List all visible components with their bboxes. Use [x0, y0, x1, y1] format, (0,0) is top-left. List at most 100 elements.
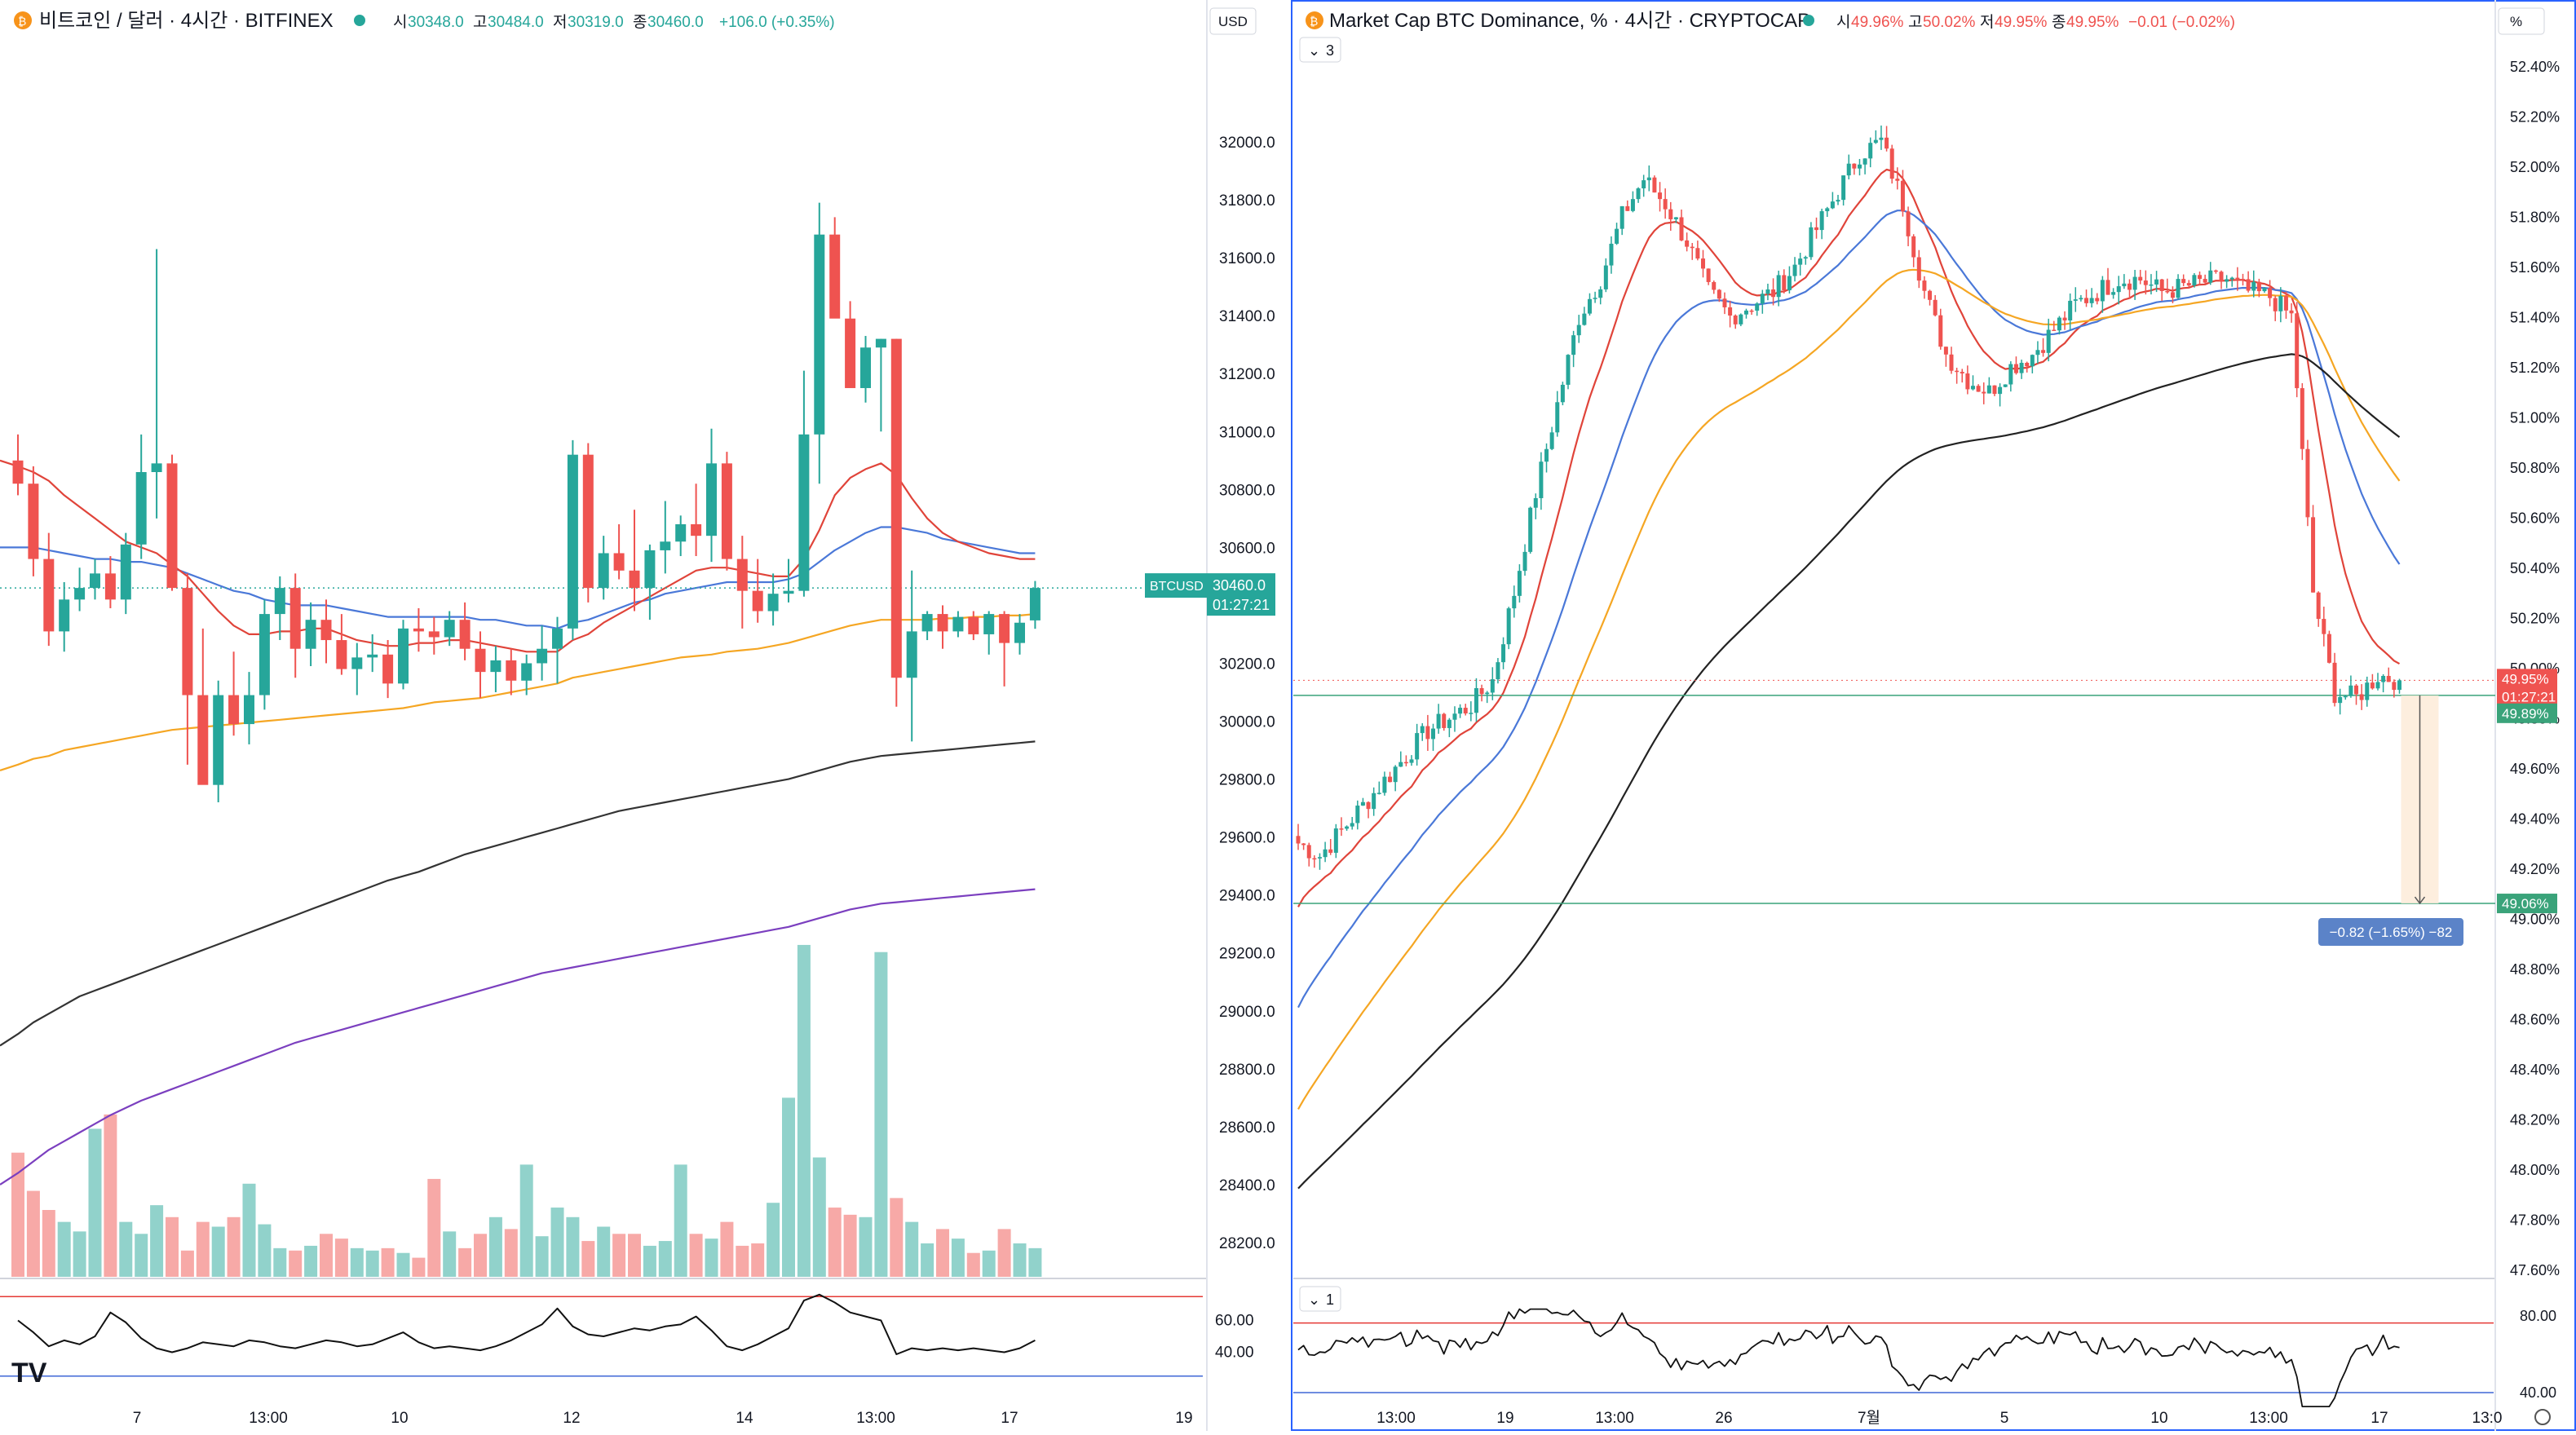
left-volume-bar — [643, 1245, 656, 1277]
right-candle-body — [1782, 275, 1787, 291]
left-candle-body — [182, 588, 193, 695]
left-volume-bar — [997, 1229, 1011, 1277]
right-candle-body — [2008, 364, 2013, 385]
right-candles — [1296, 125, 2401, 870]
left-volume-bar — [504, 1229, 518, 1277]
left-candle-body — [197, 695, 209, 785]
settings-gear-icon[interactable] — [2534, 1409, 2551, 1425]
right-candle-body — [1641, 180, 1646, 189]
right-candle-body — [2213, 270, 2218, 272]
left-symbol-title[interactable]: 비트코인 / 달러 · 4시간 · BITFINEX — [39, 10, 334, 32]
left-candles — [12, 202, 1041, 802]
left-candle-body — [59, 599, 70, 632]
right-candle-body — [1755, 303, 1760, 311]
right-candle-body — [2186, 283, 2191, 286]
right-candle-body — [2138, 276, 2143, 281]
right-candle-body — [2132, 276, 2137, 290]
right-candle-body — [1549, 432, 1554, 449]
left-volume-bar — [304, 1245, 318, 1277]
right-ohlc-value: 49.96% — [1851, 14, 1904, 31]
right-candle-body — [1306, 845, 1311, 859]
right-time-tick-label: 5 — [2000, 1410, 2009, 1427]
right-candle-body — [2159, 279, 2164, 291]
right-candle-body — [1668, 209, 1673, 219]
right-time-tick-label: 13:00 — [2249, 1410, 2288, 1427]
right-candle-body — [1544, 448, 1549, 462]
right-price-tick-label: 47.80% — [2510, 1212, 2560, 1229]
right-candle-body — [2359, 694, 2364, 700]
left-candle-body — [845, 318, 856, 388]
right-candle-body — [1598, 289, 1603, 298]
right-candle-body — [1603, 265, 1608, 289]
left-volume-bar — [982, 1250, 996, 1277]
right-candle-body — [1739, 314, 1743, 325]
left-candle-body — [829, 234, 841, 319]
left-price-axis: 28200.0 28400.0 28600.0 28800.0 29000.0 29200… — [1219, 135, 1275, 1252]
bitcoin-icon-glyph: ₿ — [1310, 15, 1318, 28]
right-candle-body — [1798, 258, 1803, 265]
left-volume-bar — [412, 1257, 426, 1277]
left-currency-button[interactable] — [1209, 7, 1257, 35]
left-volume-bar — [936, 1229, 949, 1277]
right-candle-body — [2100, 280, 2105, 302]
right-candle-body — [1998, 386, 2003, 395]
right-candle-body — [1490, 679, 1495, 693]
right-ohlc-value: 저 — [1980, 13, 1994, 31]
right-candle-body — [1403, 762, 1408, 764]
right-candle-body — [2208, 270, 2213, 283]
right-candle-body — [1825, 208, 1830, 212]
chevron-down-icon: ⌄ — [1308, 1292, 1320, 1308]
left-volume-bar — [705, 1239, 718, 1277]
right-candle-body — [1376, 793, 1381, 794]
right-currency-button[interactable] — [2498, 7, 2545, 35]
left-volume-bar — [166, 1216, 179, 1277]
right-candle-body — [1630, 199, 1635, 211]
right-candle-body — [1350, 823, 1354, 827]
right-candle-body — [1501, 644, 1506, 663]
right-collapse-osc-button[interactable] — [1299, 1286, 1341, 1312]
right-candle-body — [2283, 296, 2288, 311]
right-ohlc-value: 50.02% — [1923, 14, 1976, 31]
left-volume-bar — [320, 1234, 333, 1277]
right-price-tick-label: 48.80% — [2510, 961, 2560, 978]
right-collapse-main-button[interactable] — [1299, 37, 1341, 63]
left-volume-bar — [242, 1183, 256, 1277]
right-candle-body — [1555, 402, 1560, 433]
left-candle-body — [320, 620, 332, 641]
left-osc-tick-label: 60.00 — [1215, 1312, 1254, 1329]
right-price-tick-label: 49.60% — [2510, 761, 2560, 777]
right-candle-body — [1706, 268, 1711, 282]
right-symbol-title[interactable]: Market Cap BTC Dominance, % · 4시간 · CRYP… — [1329, 10, 1810, 32]
right-candle-body — [1615, 228, 1619, 244]
left-volume-bar — [1028, 1247, 1042, 1277]
left-volume-bar — [905, 1221, 919, 1277]
right-candle-body — [2073, 299, 2078, 301]
chevron-down-icon: ⌄ — [1308, 42, 1320, 59]
right-candle-body — [1830, 201, 1835, 209]
right-price-tick-label: 50.20% — [2510, 611, 2560, 627]
right-candle-body — [1685, 240, 1690, 247]
right-osc-tick-label: 40.00 — [2520, 1384, 2556, 1401]
left-price-tick-label: 30000.0 — [1219, 714, 1275, 731]
right-candle-body — [1873, 139, 1878, 144]
right-candle-body — [2030, 355, 2035, 367]
right-candle-body — [1463, 708, 1468, 714]
left-price-tick-label: 28400.0 — [1219, 1177, 1275, 1194]
left-candle-body — [860, 347, 871, 388]
right-price-tick-label: 48.20% — [2510, 1112, 2560, 1128]
right-candle-body — [1576, 325, 1581, 336]
right-price-tick-label: 51.40% — [2510, 310, 2560, 326]
left-candle-body — [582, 454, 594, 589]
right-candle-body — [2019, 362, 2024, 373]
left-candle-body — [921, 614, 933, 632]
left-volume-bar — [751, 1243, 765, 1277]
right-candle-body — [2219, 272, 2224, 282]
right-candle-body — [1609, 243, 1614, 266]
left-candle-body — [644, 550, 656, 589]
left-ohlc-value: 시 — [393, 14, 407, 31]
right-candle-body — [1372, 793, 1376, 810]
market-status-icon — [354, 15, 365, 26]
right-candle-body — [1425, 726, 1430, 740]
right-candle-body — [1587, 298, 1592, 314]
left-time-tick-label: 7 — [133, 1410, 142, 1427]
